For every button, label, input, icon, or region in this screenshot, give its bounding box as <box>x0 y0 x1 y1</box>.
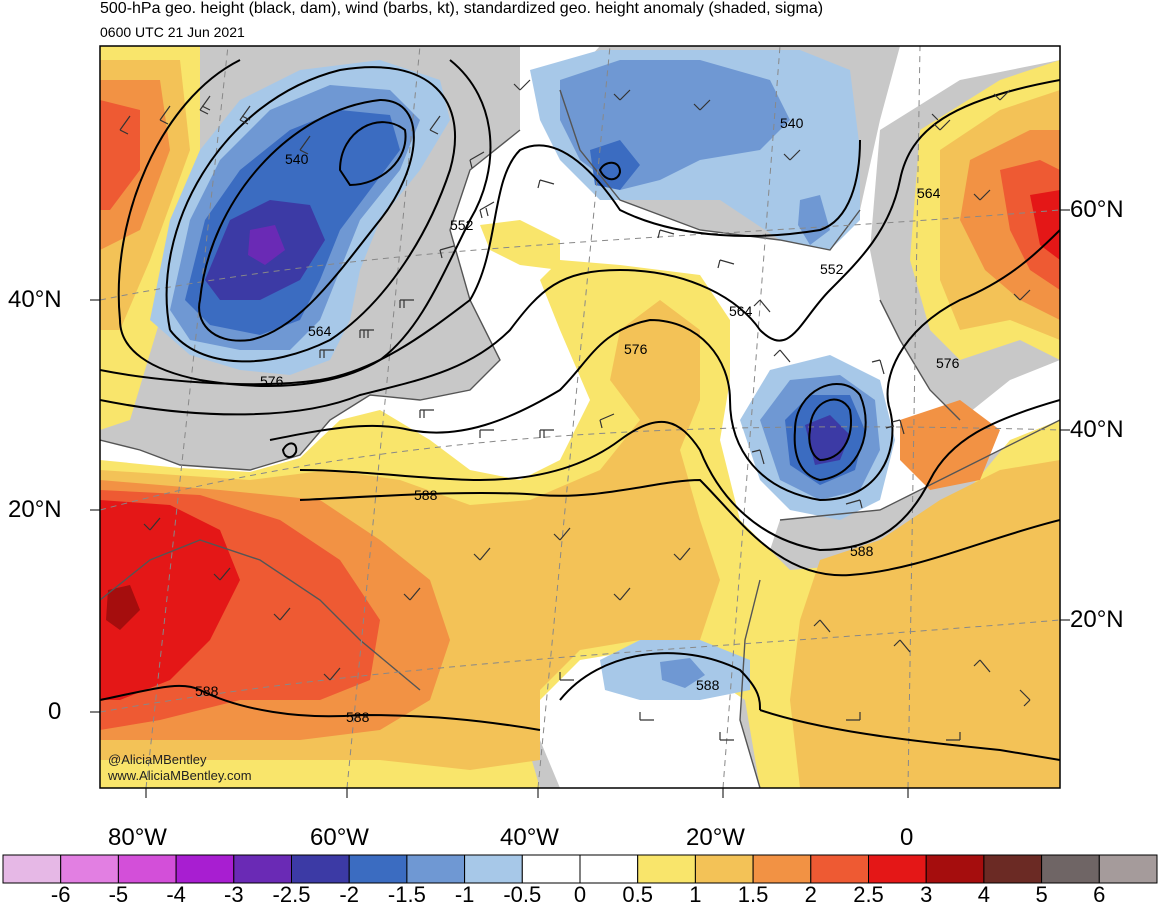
contour-label: 576 <box>260 373 284 389</box>
wind-barbs <box>119 79 1031 741</box>
contour-label: 564 <box>917 185 941 201</box>
colorbar-tick-label: -6 <box>50 882 71 907</box>
colorbar-tick-label: 2.5 <box>853 882 884 907</box>
colorbar-swatch <box>233 854 293 884</box>
colorbar-swatch <box>579 854 639 884</box>
colorbar-swatch <box>752 854 812 884</box>
lat-label-right: 60°N <box>1070 196 1124 223</box>
colorbar-tick-label: -5 <box>108 882 129 907</box>
lon-label: 0 <box>900 824 914 851</box>
lon-label: 40°W <box>500 824 559 851</box>
contour-label: 540 <box>285 151 309 167</box>
lat-label-left: 40°N <box>8 286 62 313</box>
lon-label: 80°W <box>108 824 167 851</box>
colorbar-swatch <box>348 854 408 884</box>
lat-label-right: 20°N <box>1070 606 1124 633</box>
colorbar-tick-label: 6 <box>1093 882 1106 907</box>
colorbar-swatch <box>60 854 119 884</box>
colorbar-tick-label: 5 <box>1035 882 1048 907</box>
contour-label: 588 <box>696 677 720 693</box>
colorbar-tick-label: -2.5 <box>272 882 311 907</box>
colorbar-swatch <box>464 854 523 884</box>
lat-label-right: 40°N <box>1070 416 1124 443</box>
map-valid-time: 0600 UTC 21 Jun 2021 <box>100 24 245 40</box>
colorbar-tick-label: 3 <box>920 882 933 907</box>
colorbar-tick-label: 0.5 <box>622 882 653 907</box>
colorbar-tick-label: -0.5 <box>503 882 542 907</box>
contour-label: 552 <box>450 217 474 233</box>
colorbar-swatch <box>983 854 1043 884</box>
colorbar-swatch <box>406 854 466 884</box>
colorbar-swatch <box>694 854 754 884</box>
colorbar-tick-label: 1.5 <box>737 882 769 907</box>
contour-label: 588 <box>414 487 438 503</box>
contour-label: 564 <box>308 323 332 339</box>
colorbar-tick-label: -1 <box>454 882 475 907</box>
credit-website: www.AliciaMBentley.com <box>108 768 252 783</box>
lon-label: 20°W <box>686 824 745 851</box>
colorbar-tick-label: 1 <box>689 882 702 907</box>
colorbar-tick-label: -4 <box>166 882 186 907</box>
contour-label: 576 <box>936 355 960 371</box>
contour-label: 552 <box>820 261 844 277</box>
contour-label: 540 <box>780 115 804 131</box>
colorbar-tick-label: -1.5 <box>387 882 426 907</box>
colorbar-tick-label: -3 <box>224 882 244 907</box>
colorbar-swatch <box>175 854 235 884</box>
contour-label: 588 <box>195 683 219 699</box>
height-contours <box>100 59 1060 761</box>
colorbar-tick-label: 4 <box>977 882 991 907</box>
map-title: 500-hPa geo. height (black, dam), wind (… <box>100 0 824 17</box>
contour-label: 588 <box>850 543 874 559</box>
lat-label-left: 20°N <box>8 496 62 523</box>
colorbar-swatch <box>810 854 869 884</box>
colorbar-tick-label: -2 <box>339 882 359 907</box>
contour-label-group: 540 540 552 552 564 564 564 576 576 576 … <box>195 115 960 725</box>
colorbar-swatch <box>1098 854 1158 884</box>
colorbar-swatch <box>1041 854 1100 884</box>
coastlines <box>100 89 1060 788</box>
colorbar-swatch <box>868 854 927 884</box>
contour-label: 564 <box>729 303 753 319</box>
tick-marks <box>90 209 1070 798</box>
contour-label: 588 <box>346 709 370 725</box>
lat-label-left: 0 <box>48 698 62 725</box>
lon-label: 60°W <box>310 824 369 851</box>
credit-handle: @AliciaMBentley <box>108 752 207 767</box>
colorbar-swatch <box>117 854 177 884</box>
colorbar-swatch <box>637 854 696 884</box>
colorbar-swatch <box>925 854 985 884</box>
contour-label: 576 <box>624 341 648 357</box>
graticule <box>100 46 1060 788</box>
colorbar-swatch <box>291 854 350 884</box>
colorbar-swatch <box>2 854 62 884</box>
colorbar-tick-label: 0 <box>573 882 587 907</box>
colorbar-tick-label: 2 <box>804 882 817 907</box>
colorbar-swatch <box>521 854 581 884</box>
map-frame <box>99 45 1061 789</box>
colorbar <box>2 854 1158 884</box>
